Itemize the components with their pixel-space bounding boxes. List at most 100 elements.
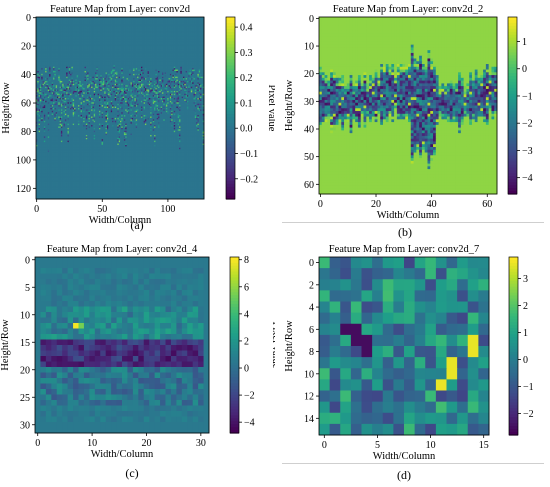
heatmap-cell <box>108 17 110 19</box>
heatmap-cell <box>185 44 188 46</box>
heatmap-cell <box>202 17 205 19</box>
heatmap-cell <box>37 45 40 48</box>
heatmap-cell <box>37 31 40 34</box>
heatmap-cell <box>68 25 71 28</box>
heatmap-cell <box>63 31 66 34</box>
heatmap-cell <box>167 32 170 35</box>
heatmap-cell <box>105 24 108 27</box>
heatmap-cell <box>114 44 117 46</box>
heatmap-cell <box>164 36 167 39</box>
heatmap-cell <box>109 44 112 46</box>
heatmap-cell <box>181 44 184 46</box>
heatmap-cell <box>131 32 134 35</box>
heatmap-cell <box>106 25 109 28</box>
heatmap-cell <box>175 19 177 22</box>
heatmap-cell <box>72 29 75 32</box>
heatmap-cell <box>198 17 201 19</box>
heatmap-cell <box>55 19 58 22</box>
heatmap-cell <box>184 18 187 21</box>
heatmap-cell <box>60 46 63 49</box>
heatmap-cell <box>169 34 172 36</box>
heatmap-cell <box>169 44 172 46</box>
heatmap-cell <box>139 24 142 27</box>
heatmap-cell <box>197 39 200 42</box>
heatmap-cell <box>91 36 93 39</box>
heatmap-cell <box>141 31 143 34</box>
heatmap-cell <box>154 39 156 42</box>
heatmap-cell <box>167 35 170 38</box>
heatmap-cell <box>118 42 121 45</box>
heatmap-cell <box>84 36 87 39</box>
heatmap-cell <box>165 39 168 42</box>
heatmap-cell <box>85 21 88 24</box>
heatmap-cell <box>114 35 117 38</box>
heatmap-cell <box>147 25 150 28</box>
heatmap-cell <box>123 18 126 21</box>
heatmap-cell <box>51 46 54 49</box>
heatmap-cell <box>173 25 176 28</box>
heatmap-cell <box>78 32 80 35</box>
heatmap-cell <box>162 29 164 32</box>
heatmap-cell <box>171 19 173 22</box>
heatmap-cell <box>185 45 188 48</box>
heatmap-cell <box>71 24 74 27</box>
heatmap-cell <box>99 32 101 35</box>
heatmap-cell <box>164 35 167 38</box>
heatmap-cell <box>121 18 124 21</box>
heatmap-cell <box>130 42 133 45</box>
heatmap-cell <box>91 45 93 48</box>
heatmap-cell <box>96 28 99 31</box>
heatmap-cell <box>70 35 72 38</box>
heatmap-cell <box>46 45 49 48</box>
heatmap-cell <box>91 26 93 29</box>
heatmap-cell <box>99 34 101 36</box>
heatmap-cell <box>120 38 122 41</box>
heatmap-cell <box>141 24 143 27</box>
heatmap-cell <box>196 36 198 39</box>
heatmap-cell <box>53 29 55 32</box>
heatmap-cell <box>43 38 46 41</box>
heatmap-cell <box>51 35 54 38</box>
heatmap-cell <box>146 19 149 22</box>
heatmap-cell <box>202 34 205 36</box>
heatmap-cell <box>125 34 128 36</box>
heatmap-cell <box>81 46 84 49</box>
heatmap-cell <box>49 44 51 46</box>
heatmap-cell <box>150 31 152 34</box>
heatmap-cell <box>156 44 159 46</box>
heatmap-cell <box>57 42 59 45</box>
heatmap-cell <box>53 36 55 39</box>
heatmap-cell <box>130 44 133 46</box>
heatmap-cell <box>169 25 172 28</box>
heatmap-cell <box>129 36 131 39</box>
heatmap-cell <box>146 18 149 21</box>
heatmap-cell <box>173 19 176 22</box>
heatmap-cell <box>173 24 176 27</box>
heatmap-cell <box>102 29 105 32</box>
heatmap-cell <box>165 45 168 48</box>
heatmap-cell <box>146 44 149 46</box>
heatmap-cell <box>172 24 175 27</box>
heatmap-cell <box>190 44 193 46</box>
heatmap-cell <box>121 39 124 42</box>
heatmap-cell <box>57 35 59 38</box>
heatmap-cell <box>91 39 93 42</box>
heatmap-cell <box>150 18 152 21</box>
heatmap-cell <box>176 46 179 49</box>
heatmap-cell <box>144 19 147 22</box>
heatmap-cell <box>131 31 134 34</box>
heatmap-cell <box>63 42 66 45</box>
heatmap-cell <box>43 17 46 19</box>
heatmap-cell <box>162 17 164 19</box>
heatmap-cell <box>38 41 41 44</box>
heatmap-cell <box>133 29 135 32</box>
heatmap-cell <box>183 19 185 22</box>
heatmap-cell <box>168 17 171 19</box>
heatmap-cell <box>148 24 151 27</box>
heatmap-cell <box>87 25 89 28</box>
heatmap-cell <box>146 22 149 25</box>
heatmap-cell <box>188 32 191 35</box>
heatmap-cell <box>134 39 137 42</box>
heatmap-cell <box>36 21 38 24</box>
heatmap-cell <box>139 18 142 21</box>
